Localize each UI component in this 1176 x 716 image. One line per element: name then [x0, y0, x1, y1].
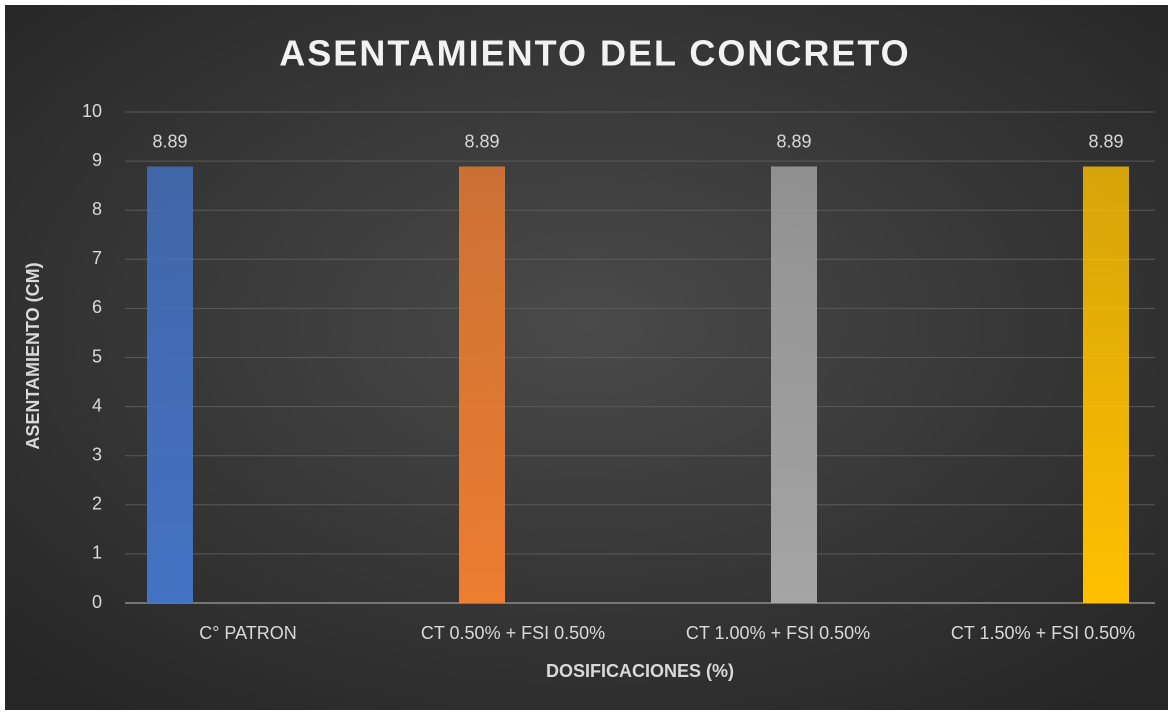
x-tick-label: CT 1.50% + FSI 0.50% [951, 623, 1135, 643]
y-tick-label: 1 [92, 543, 102, 563]
bar [1083, 166, 1129, 603]
x-tick-label: CT 1.00% + FSI 0.50% [686, 623, 870, 643]
y-tick-label: 4 [92, 395, 102, 415]
bar [147, 166, 193, 603]
data-label: 8.89 [152, 131, 187, 151]
bar [771, 166, 817, 603]
x-tick-label: C° PATRON [199, 623, 297, 643]
y-tick-label: 8 [92, 199, 102, 219]
y-tick-label: 3 [92, 444, 102, 464]
bar [459, 166, 505, 603]
y-tick-label: 7 [92, 248, 102, 268]
y-tick-label: 9 [92, 150, 102, 170]
y-tick-label: 5 [92, 346, 102, 366]
data-label: 8.89 [1088, 131, 1123, 151]
x-tick-label: CT 0.50% + FSI 0.50% [421, 623, 605, 643]
chart-title: ASENTAMIENTO DEL CONCRETO [279, 33, 910, 74]
y-tick-label: 6 [92, 297, 102, 317]
x-axis-label: DOSIFICACIONES (%) [546, 661, 734, 681]
y-tick-label: 2 [92, 494, 102, 514]
y-tick-label: 0 [92, 592, 102, 612]
data-label: 8.89 [776, 131, 811, 151]
y-tick-label: 10 [82, 101, 102, 121]
y-axis-label: ASENTAMIENTO (CM) [23, 262, 43, 449]
data-label: 8.89 [464, 131, 499, 151]
